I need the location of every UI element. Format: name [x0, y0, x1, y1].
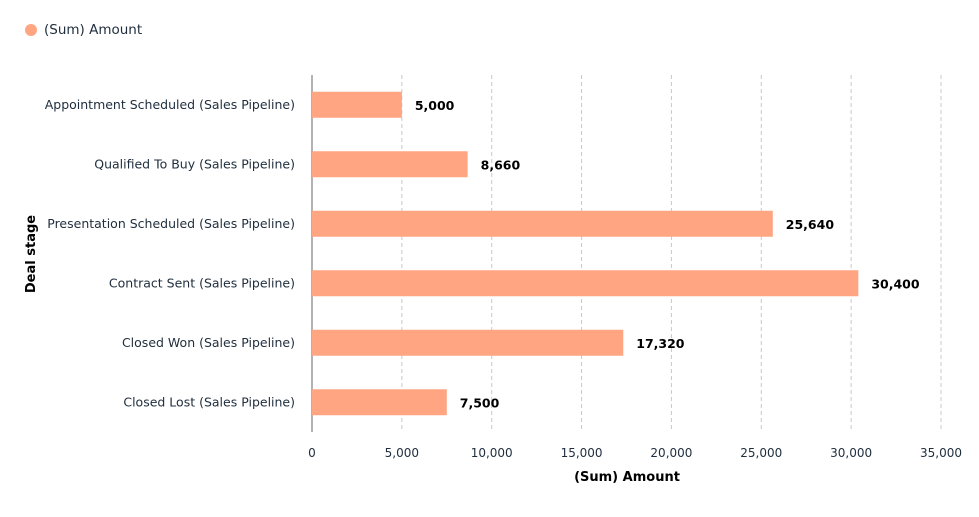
legend-marker: [25, 24, 37, 36]
bar: [312, 210, 773, 237]
bar-value-label: 25,640: [786, 217, 835, 232]
x-tick-label: 30,000: [830, 446, 872, 460]
bar: [312, 151, 468, 178]
x-tick-label: 20,000: [650, 446, 692, 460]
x-tick-label: 0: [308, 446, 316, 460]
x-tick-label: 10,000: [471, 446, 513, 460]
x-axis-title: (Sum) Amount: [574, 470, 680, 485]
bar: [312, 329, 624, 356]
x-tick-label: 15,000: [561, 446, 603, 460]
bar: [312, 270, 859, 297]
bar-value-label: 17,320: [636, 336, 685, 351]
y-tick-label: Presentation Scheduled (Sales Pipeline): [47, 216, 295, 231]
x-tick-label: 35,000: [920, 446, 962, 460]
bar-value-label: 7,500: [460, 395, 500, 410]
y-tick-label: Qualified To Buy (Sales Pipeline): [94, 156, 295, 171]
x-tick-label: 25,000: [740, 446, 782, 460]
legend-label: (Sum) Amount: [44, 22, 143, 38]
bar-value-label: 5,000: [415, 98, 455, 113]
bar: [312, 389, 447, 416]
y-tick-label: Closed Lost (Sales Pipeline): [123, 394, 295, 409]
bar: [312, 91, 402, 118]
bar-value-label: 8,660: [481, 157, 521, 172]
y-axis-title: Deal stage: [24, 215, 39, 293]
bar-value-label: 30,400: [871, 276, 920, 291]
y-tick-label: Contract Sent (Sales Pipeline): [109, 275, 295, 290]
y-tick-label: Closed Won (Sales Pipeline): [122, 335, 295, 350]
y-tick-label: Appointment Scheduled (Sales Pipeline): [45, 97, 295, 112]
x-tick-label: 5,000: [385, 446, 419, 460]
legend: (Sum) Amount: [25, 22, 142, 38]
